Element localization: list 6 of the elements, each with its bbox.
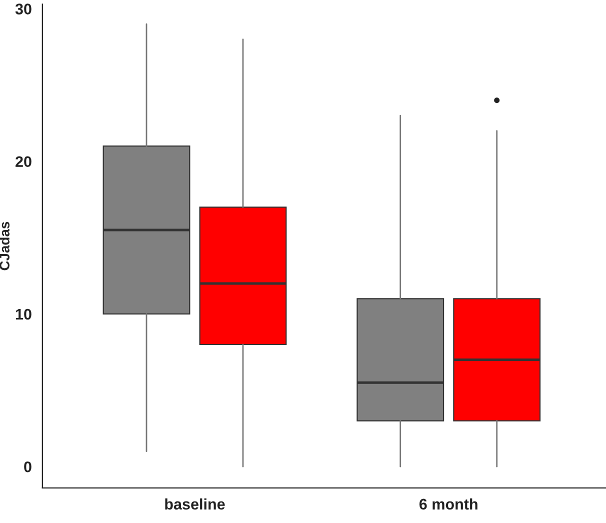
y-tick-label: 0 bbox=[24, 461, 32, 472]
y-tick-label: 20 bbox=[16, 156, 32, 168]
x-tick-label: 6 month bbox=[419, 498, 478, 510]
y-tick-label: 30 bbox=[15, 4, 32, 14]
y-tick-label: 10 bbox=[16, 308, 32, 320]
x-tick-label: baseline bbox=[165, 498, 225, 510]
